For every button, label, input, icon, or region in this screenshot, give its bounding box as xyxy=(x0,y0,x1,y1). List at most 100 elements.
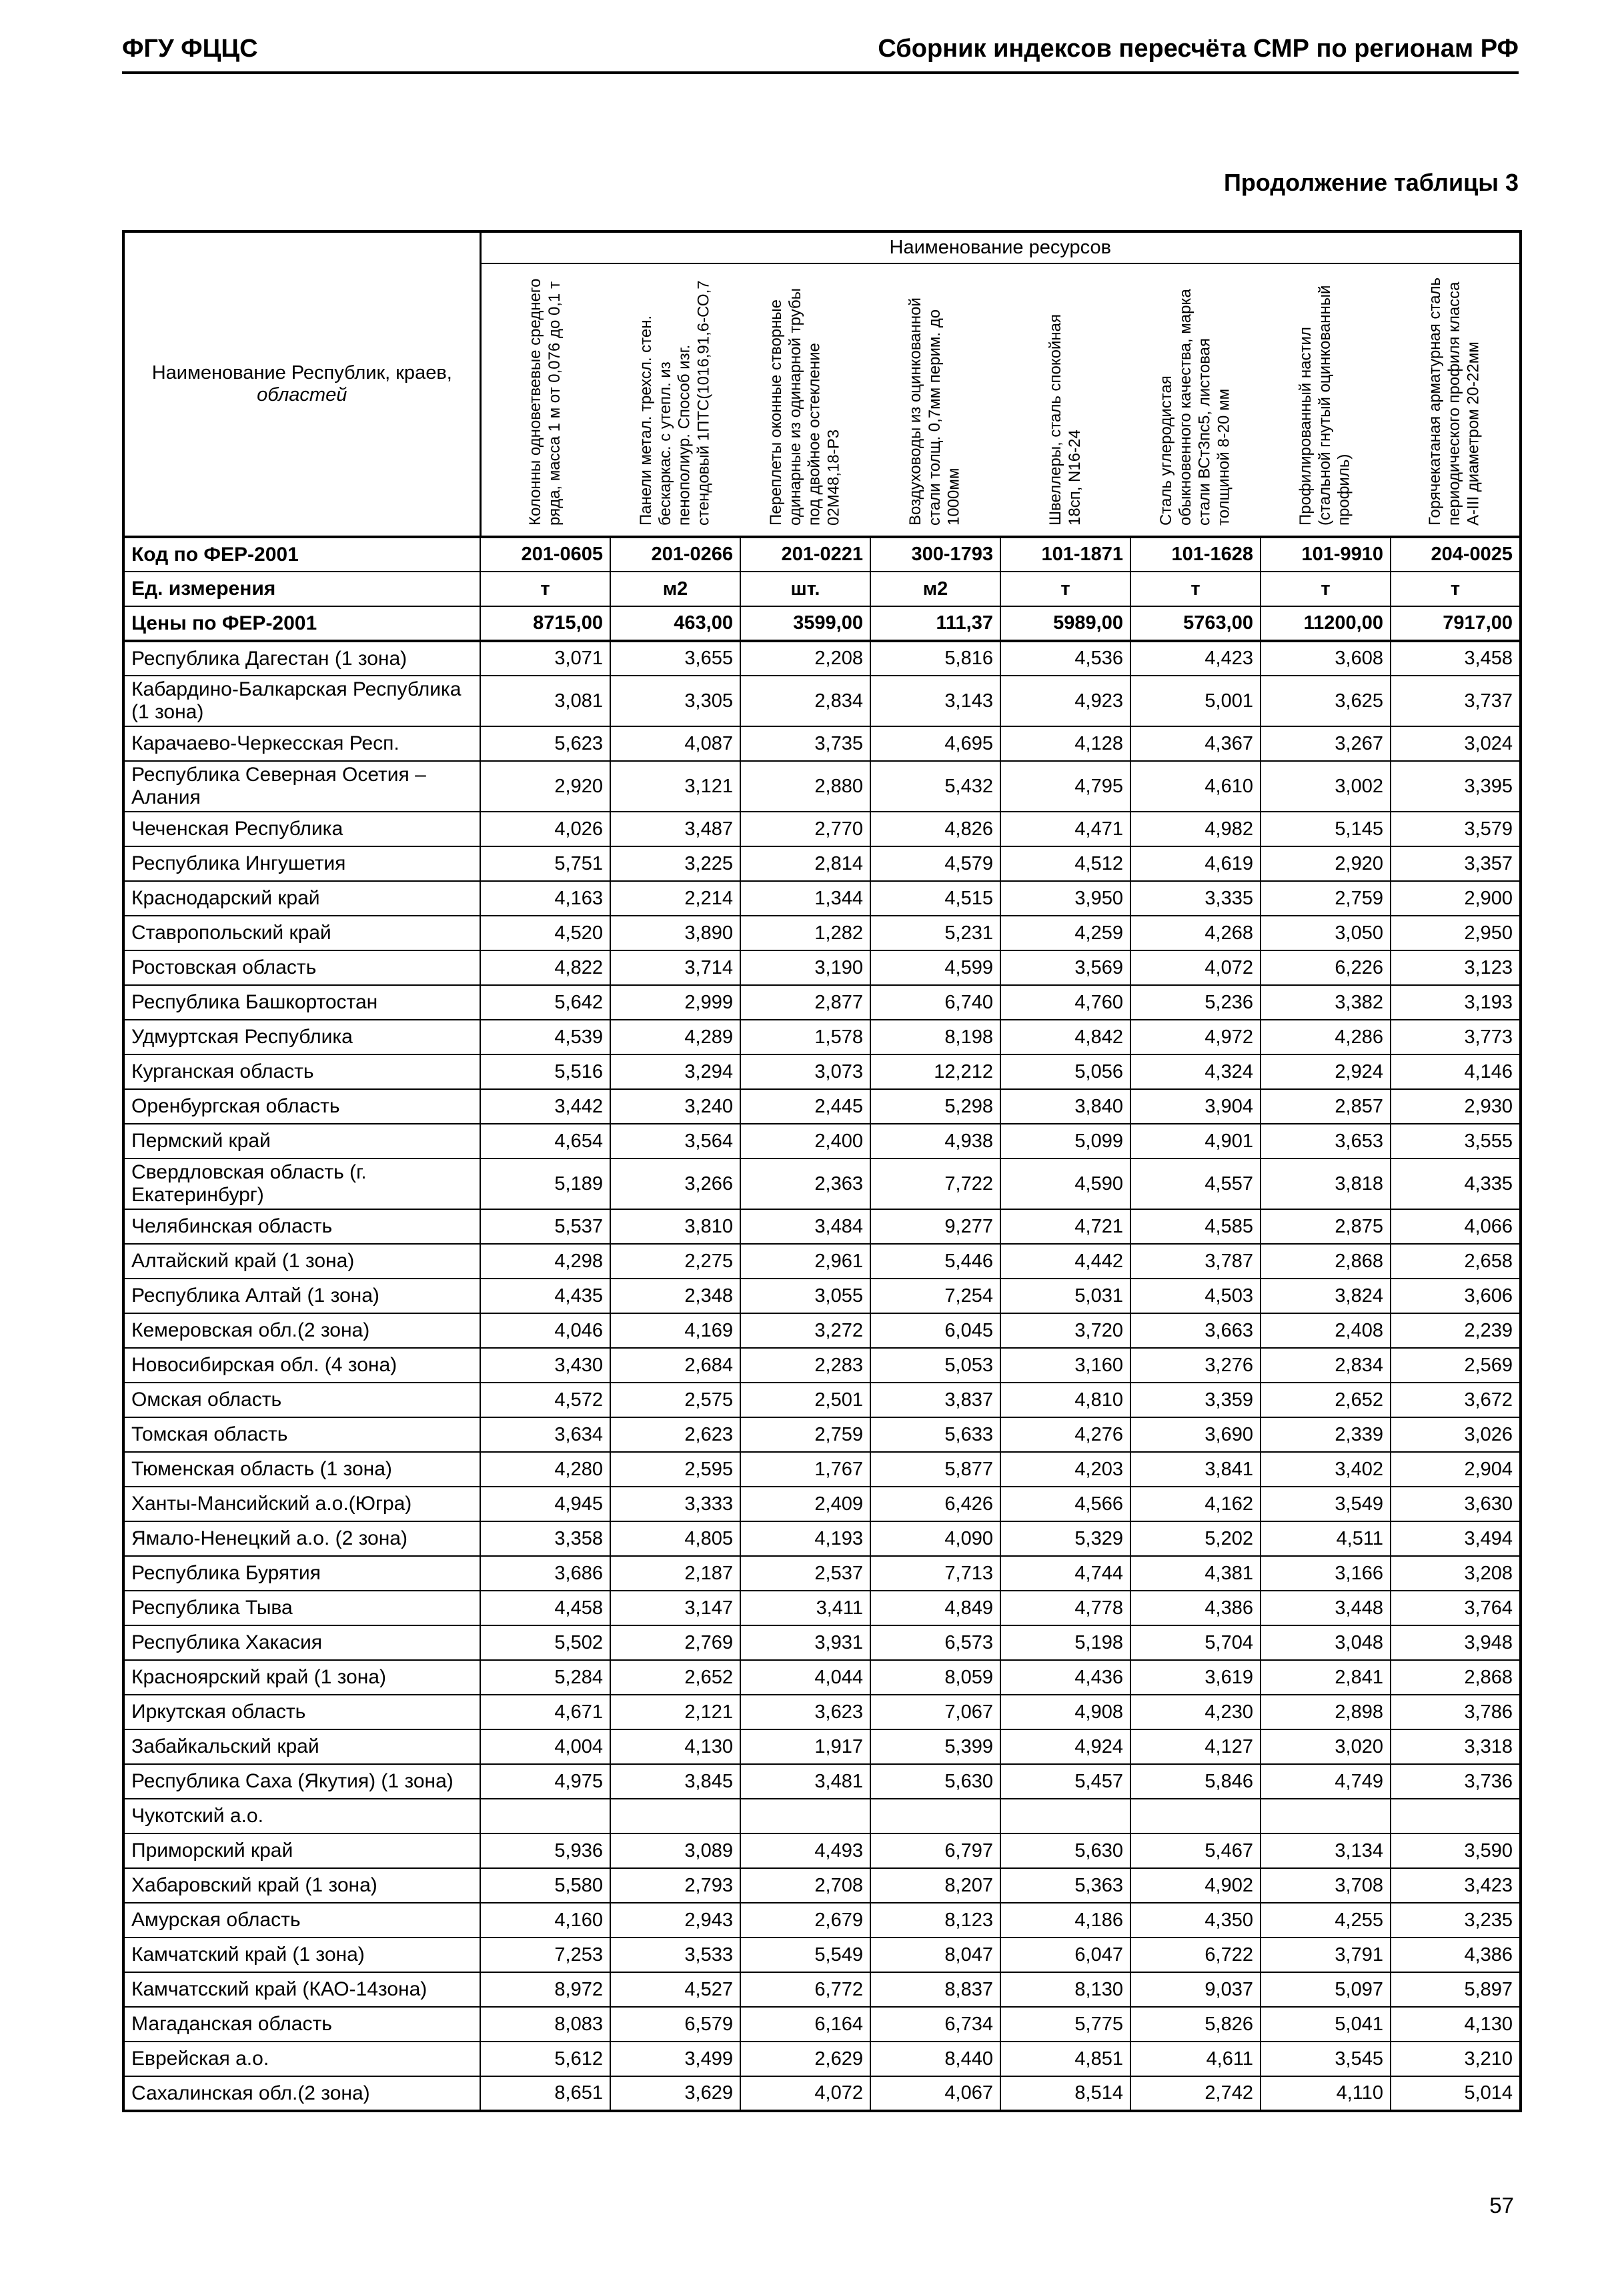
region-row: Ростовская область 4,822 3,714 3,190 4,599 3,… xyxy=(123,950,1521,985)
table-caption: Продолжение таблицы 3 xyxy=(1223,169,1519,196)
row-label: Республика Саха (Якутия) (1 зона) xyxy=(123,1763,480,1799)
row-value: 4,442 xyxy=(1000,1243,1130,1279)
row-value: 5,189 xyxy=(480,1158,610,1209)
row-label: Республика Дагестан (1 зона) xyxy=(123,640,480,676)
row-value: 3,024 xyxy=(1389,726,1521,761)
row-value: 3,950 xyxy=(1000,880,1130,916)
resource-column-header: Воздуховоды из оцинкованной стали толщ. … xyxy=(870,263,1000,538)
row-value: 6,579 xyxy=(610,2006,740,2042)
row-value: 3,623 xyxy=(740,1694,870,1729)
row-value: 12,212 xyxy=(870,1054,1000,1089)
row-value: 5,816 xyxy=(870,640,1000,676)
row-value: 3,071 xyxy=(480,640,610,676)
row-value: 3,123 xyxy=(1389,950,1521,985)
row-value: 5,630 xyxy=(1000,1833,1130,1868)
row-value xyxy=(870,1798,1000,1833)
row-value: 5,099 xyxy=(1000,1123,1130,1159)
row-value: 4,335 xyxy=(1389,1158,1521,1209)
row-value: 5,826 xyxy=(1130,2006,1261,2042)
row-value: 3,773 xyxy=(1389,1019,1521,1054)
row-value: 5763,00 xyxy=(1130,606,1261,642)
row-value: 3,494 xyxy=(1389,1521,1521,1556)
row-value: 5,231 xyxy=(870,915,1000,950)
row-value: 2,920 xyxy=(480,760,610,812)
row-value: 3,629 xyxy=(610,2076,740,2111)
row-value: 2,537 xyxy=(740,1555,870,1591)
row-label: Курганская область xyxy=(123,1054,480,1089)
row-value: 2,187 xyxy=(610,1555,740,1591)
row-value: 3,791 xyxy=(1260,1937,1391,1972)
resource-column-label: Колонны одноветвевые среднего ряда, масс… xyxy=(526,278,564,526)
row-value: 3,579 xyxy=(1389,811,1521,846)
row-value: 4,520 xyxy=(480,915,610,950)
row-value: 5,145 xyxy=(1260,811,1391,846)
row-value: 4,760 xyxy=(1000,984,1130,1020)
row-value: 4,458 xyxy=(480,1590,610,1625)
row-value: 2,445 xyxy=(740,1088,870,1124)
row-value: 4,695 xyxy=(870,726,1000,761)
region-row: Томская область 3,634 2,623 2,759 5,633 4,276… xyxy=(123,1417,1521,1452)
corner-header: Наименование Республик, краев, областей xyxy=(123,231,482,538)
row-value: 8,083 xyxy=(480,2006,610,2042)
row-value: 2,275 xyxy=(610,1243,740,1279)
header-top-row: Наименование Республик, краев, областей … xyxy=(123,231,1521,538)
row-value: 4,923 xyxy=(1000,675,1130,726)
row-label: Республика Бурятия xyxy=(123,1555,480,1591)
row-label: Код по ФЕР-2001 xyxy=(123,536,480,572)
row-value xyxy=(1000,1798,1130,1833)
row-value: 300-1793 xyxy=(870,536,1000,572)
row-value: 3,430 xyxy=(480,1347,610,1383)
region-row: Челябинская область 5,537 3,810 3,484 9,277 4… xyxy=(123,1209,1521,1244)
resource-column-label: Панели метал. трехсл. стен. бескаркас. с… xyxy=(636,280,713,526)
row-value: 4,849 xyxy=(870,1590,1000,1625)
row-label: Республика Башкортостан xyxy=(123,984,480,1020)
row-value: 4,130 xyxy=(1389,2006,1521,2042)
row-value: 4,512 xyxy=(1000,846,1130,881)
page-number: 57 xyxy=(1489,2193,1514,2218)
row-value: 5,041 xyxy=(1260,2006,1391,2042)
meta-row: Ед. измерения т м2 шт. м2 т т т т xyxy=(123,571,1521,606)
region-row: Хабаровский край (1 зона) 5,580 2,793 2,708… xyxy=(123,1867,1521,1903)
row-value: 4,423 xyxy=(1130,640,1261,676)
row-label: Томская область xyxy=(123,1417,480,1452)
row-value: 5,031 xyxy=(1000,1278,1130,1313)
row-value: 6,740 xyxy=(870,984,1000,1020)
region-row: Оренбургская область 3,442 3,240 2,445 5,298… xyxy=(123,1088,1521,1124)
row-value: 2,575 xyxy=(610,1382,740,1417)
row-value: 5,399 xyxy=(870,1729,1000,1764)
row-value: 3,121 xyxy=(610,760,740,812)
resource-column-header: Сталь углеродистая обыкновенного качеств… xyxy=(1130,263,1261,538)
row-value: 4,289 xyxy=(610,1019,740,1054)
row-value: 6,045 xyxy=(870,1313,1000,1348)
row-value: 2,501 xyxy=(740,1382,870,1417)
row-value: 2,904 xyxy=(1389,1451,1521,1487)
row-label: Камчатсский край (КАО-14зона) xyxy=(123,1972,480,2007)
row-value: 3,810 xyxy=(610,1209,740,1244)
row-value: 3,358 xyxy=(480,1521,610,1556)
row-value: 5,936 xyxy=(480,1833,610,1868)
row-value: 201-0221 xyxy=(740,536,870,572)
row-value: 4,367 xyxy=(1130,726,1261,761)
row-value: 5,549 xyxy=(740,1937,870,1972)
row-value: 7,067 xyxy=(870,1694,1000,1729)
row-value: 2,999 xyxy=(610,984,740,1020)
row-value: 1,767 xyxy=(740,1451,870,1487)
row-value: 9,277 xyxy=(870,1209,1000,1244)
row-value: 3,487 xyxy=(610,811,740,846)
row-label: Ростовская область xyxy=(123,950,480,985)
row-value: 6,426 xyxy=(870,1486,1000,1521)
row-value: 4,004 xyxy=(480,1729,610,1764)
row-value: 6,573 xyxy=(870,1625,1000,1660)
resources-group-header: Наименование ресурсов xyxy=(480,231,1521,264)
region-row: Приморский край 5,936 3,089 4,493 6,797 5,630… xyxy=(123,1833,1521,1868)
row-value: 4,654 xyxy=(480,1123,610,1159)
row-value: 7,253 xyxy=(480,1937,610,1972)
row-value: 5,198 xyxy=(1000,1625,1130,1660)
region-row: Курганская область 5,516 3,294 3,073 12,212 5… xyxy=(123,1054,1521,1089)
row-value: 3,608 xyxy=(1260,640,1391,676)
row-value: 5,704 xyxy=(1130,1625,1261,1660)
region-row: Омская область 4,572 2,575 2,501 3,837 4,810 3… xyxy=(123,1382,1521,1417)
row-value: 4,026 xyxy=(480,811,610,846)
row-value: 3,630 xyxy=(1389,1486,1521,1521)
row-value: 4,276 xyxy=(1000,1417,1130,1452)
